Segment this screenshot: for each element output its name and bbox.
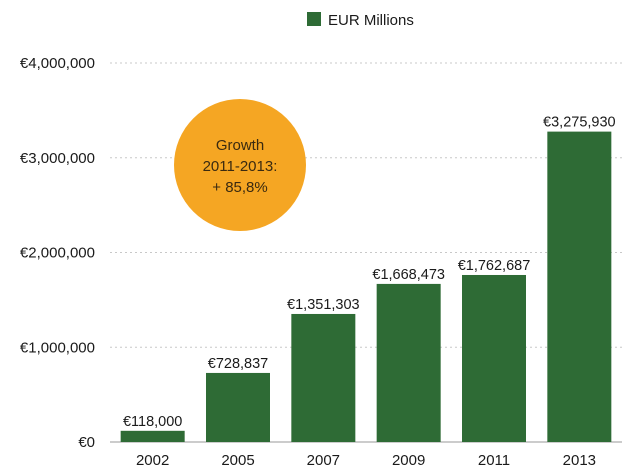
bar xyxy=(206,372,270,442)
bar xyxy=(291,313,356,442)
data-label: €1,351,303 xyxy=(287,297,360,313)
growth-callout-line-3: + 85,8% xyxy=(212,179,267,196)
x-axis: 2002 2005 2007 2009 2011 2013 xyxy=(136,452,596,468)
data-label: €728,837 xyxy=(208,356,268,372)
growth-callout: Growth 2011-2013: + 85,8% xyxy=(174,99,306,231)
legend: EUR Millions xyxy=(307,12,414,29)
bar xyxy=(376,283,441,442)
y-tick-label: €1,000,000 xyxy=(20,339,95,356)
legend-swatch xyxy=(307,12,321,26)
y-tick-label: €3,000,000 xyxy=(20,150,95,167)
growth-callout-line-1: Growth xyxy=(216,137,264,154)
bar xyxy=(120,430,185,442)
data-labels: €118,000 €728,837 €1,351,303 €1,668,473 €1,7… xyxy=(123,115,616,430)
data-label: €1,668,473 xyxy=(372,267,445,283)
growth-callout-line-2: 2011-2013: xyxy=(203,158,278,175)
data-label: €3,275,930 xyxy=(543,115,616,131)
x-tick-label: 2011 xyxy=(478,452,510,468)
bars xyxy=(120,131,612,442)
x-tick-label: 2013 xyxy=(563,452,596,468)
bar xyxy=(462,274,526,442)
y-tick-label: €0 xyxy=(78,434,95,451)
data-label: €1,762,687 xyxy=(458,258,531,274)
data-label: €118,000 xyxy=(123,414,182,430)
x-tick-label: 2009 xyxy=(392,452,425,468)
x-tick-label: 2007 xyxy=(307,452,340,468)
y-tick-label: €4,000,000 xyxy=(20,55,95,72)
x-tick-label: 2005 xyxy=(221,452,254,468)
legend-label: EUR Millions xyxy=(328,12,414,29)
growth-callout-circle xyxy=(174,99,306,231)
y-tick-label: €2,000,000 xyxy=(20,245,95,262)
bar xyxy=(547,131,612,442)
x-tick-label: 2002 xyxy=(136,452,169,468)
y-axis: €0 €1,000,000 €2,000,000 €3,000,000 €4,000,0… xyxy=(20,55,95,451)
